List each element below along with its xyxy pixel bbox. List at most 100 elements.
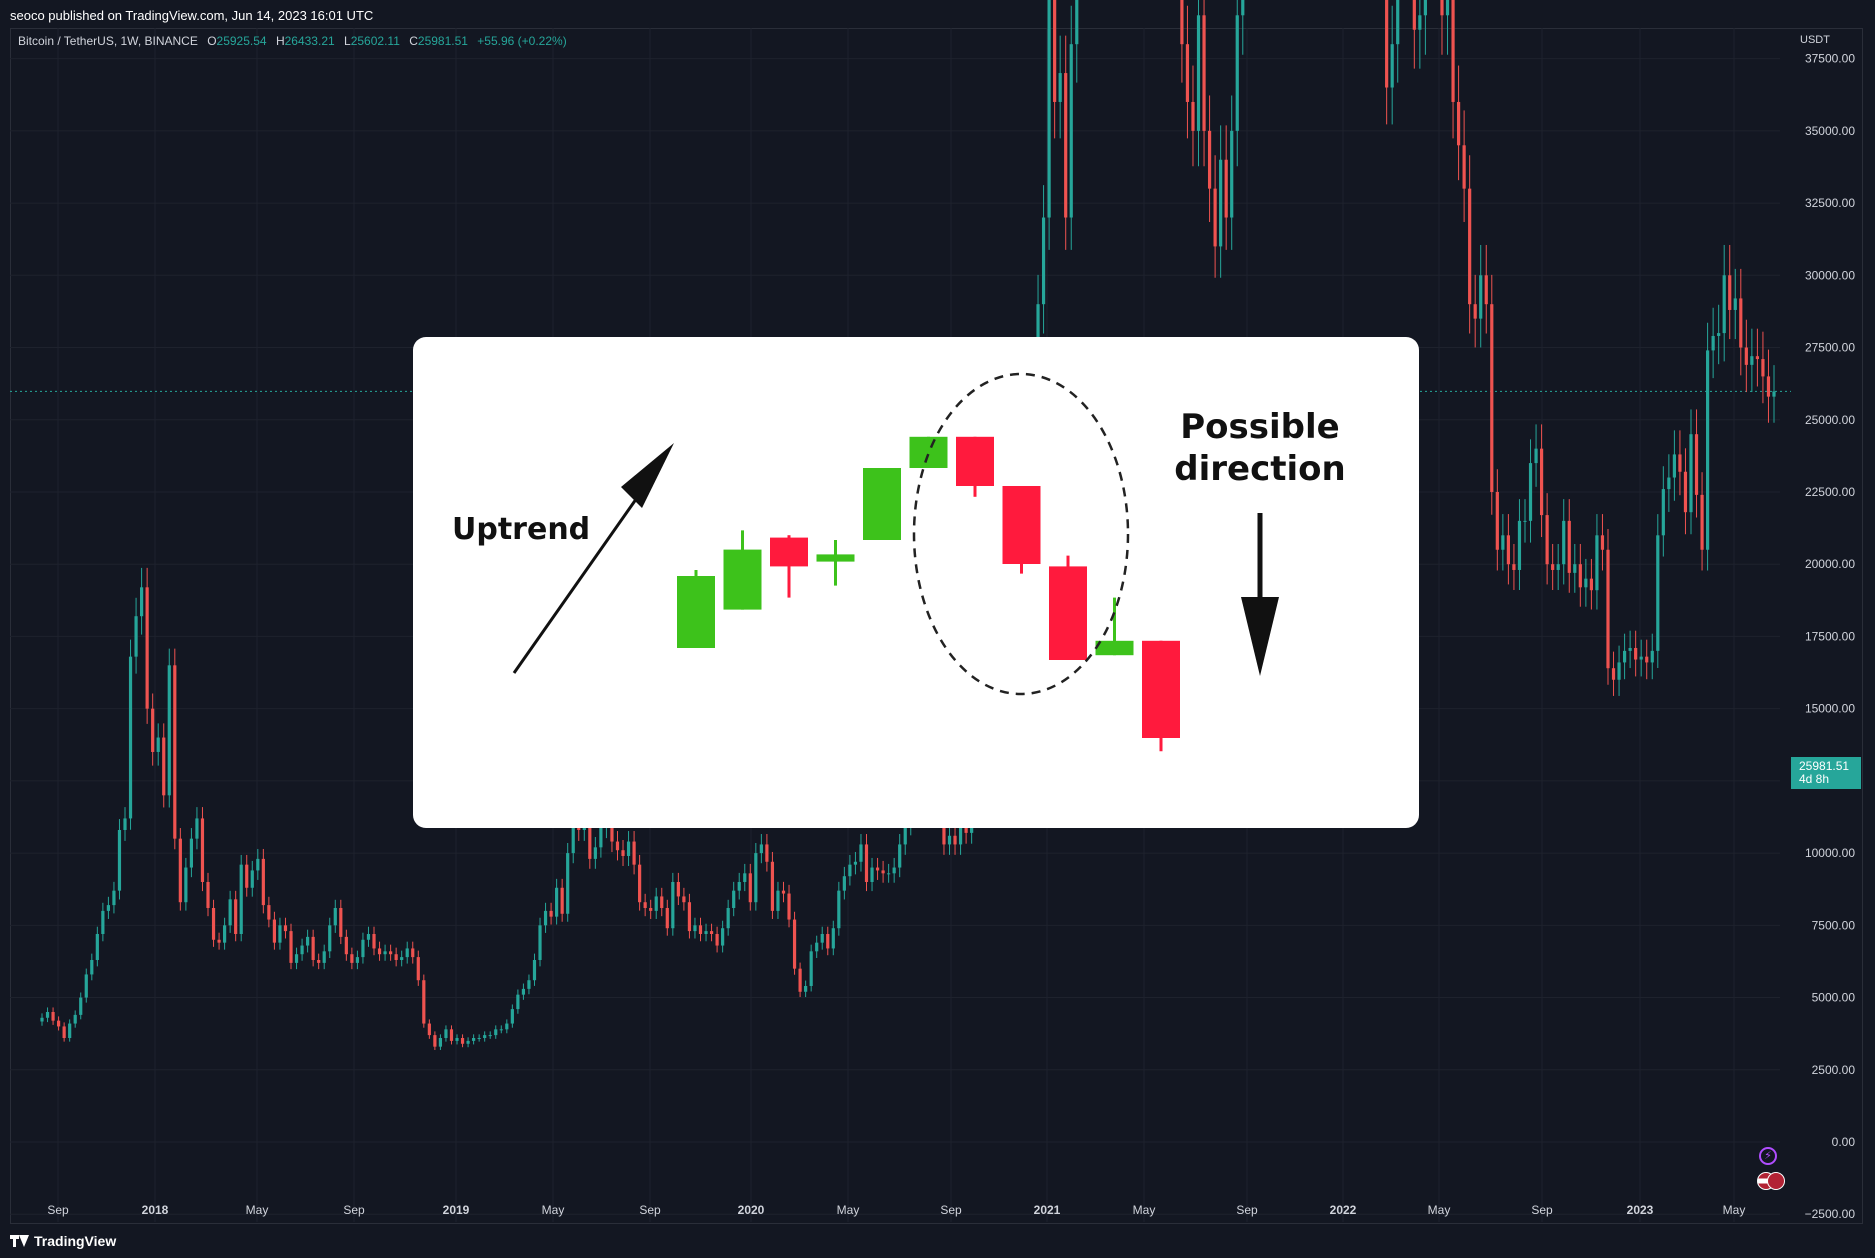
last-price-tag: 25981.51 4d 8h [1791, 757, 1861, 789]
time-tick-label: May [542, 1203, 565, 1217]
price-tick-label: 10000.00 [1805, 846, 1855, 860]
candle-body [95, 933, 99, 960]
candle-body [184, 867, 188, 903]
footer-bar [0, 1224, 1875, 1258]
candle-body [898, 844, 902, 868]
flag-icon[interactable] [1757, 1172, 1785, 1190]
candle-body [128, 656, 133, 819]
candle-body [311, 936, 315, 960]
candle-body [1539, 448, 1544, 516]
candle-body [449, 1029, 454, 1041]
candle-body [123, 818, 127, 830]
candle-body [117, 829, 122, 891]
candle-body [1667, 477, 1671, 490]
symbol-legend[interactable]: Bitcoin / TetherUS, 1W, BINANCE O25925.5… [18, 34, 567, 48]
candle-body [1551, 564, 1555, 570]
candle-body [892, 867, 896, 874]
candle-body [1490, 304, 1494, 492]
candle-body [322, 951, 326, 963]
candle-body [389, 951, 393, 955]
candle-body [499, 1029, 503, 1031]
price-axis-labels: −2500.00 0.00 2500.00 5000.00 7500.00 10000.0… [1805, 52, 1856, 1222]
time-tick-label: Sep [47, 1203, 69, 1217]
candle-body [1385, 0, 1389, 88]
candle-body [1445, 0, 1450, 16]
close-label: C [409, 34, 418, 48]
candle-body [1412, 0, 1416, 30]
candle-body [864, 844, 869, 882]
change-value: +55.96 (+0.22%) [477, 34, 567, 48]
candle-body [444, 1029, 448, 1038]
candle-body [1528, 463, 1533, 521]
candle-body [748, 873, 752, 903]
candle-body [1744, 347, 1748, 365]
candle-body [140, 587, 144, 617]
time-tick-label: Sep [343, 1203, 365, 1217]
candle-body [1423, 0, 1427, 16]
candle-body [189, 838, 194, 868]
candle-body [1595, 535, 1599, 591]
candle-body [1573, 564, 1577, 573]
candle-body [217, 939, 221, 943]
candle-body [1219, 159, 1223, 247]
price-tick-label: 0.00 [1832, 1135, 1856, 1149]
candle-body [859, 844, 863, 862]
price-tick-label: 37500.00 [1805, 52, 1855, 66]
candle-body [1523, 520, 1527, 522]
time-axis-labels: Sep 2018 May Sep 2019 May Sep 2020 May Sep 2021 May… [47, 1203, 1745, 1217]
candle-body [1755, 356, 1759, 360]
candle-body [278, 925, 282, 943]
candle-body [57, 1020, 61, 1027]
candle-body [411, 948, 415, 958]
candle-body [1230, 130, 1234, 218]
candle-body [134, 616, 138, 657]
price-axis-unit[interactable]: USDT [1800, 34, 1830, 46]
candle-body [815, 942, 819, 952]
high-value: 26433.21 [284, 34, 335, 48]
candle-body [588, 812, 592, 859]
candle-body [195, 818, 199, 839]
price-tick-label: 35000.00 [1805, 124, 1855, 138]
candle-body [1041, 217, 1046, 305]
lightning-icon[interactable]: ⚡ [1759, 1147, 1777, 1165]
candle-body [1418, 15, 1422, 30]
candle-body [234, 899, 238, 934]
candle-body [538, 925, 542, 960]
candle-body [875, 867, 880, 871]
candle-body [638, 864, 642, 903]
candle-body [837, 890, 841, 929]
candle-body [162, 737, 166, 796]
candle-body [549, 910, 553, 917]
candle-body [593, 847, 597, 859]
candle-body [615, 841, 620, 851]
candle-body [1661, 489, 1665, 536]
candle-body [1495, 491, 1499, 550]
candle-body [715, 933, 719, 946]
candle-body [339, 907, 343, 937]
time-tick-label: May [1428, 1203, 1451, 1217]
last-price-value: 25981.51 [1799, 759, 1850, 773]
candle-body [394, 954, 398, 960]
candle-body [826, 933, 830, 949]
candle-body [289, 931, 293, 963]
candle-body [1678, 454, 1682, 472]
candle-body [704, 931, 708, 934]
price-tick-label: 5000.00 [1812, 991, 1856, 1005]
candle-body [1628, 647, 1632, 651]
tradingview-brand[interactable]: TradingView [10, 1233, 116, 1249]
candle-body [200, 818, 205, 882]
chart-frame[interactable] [10, 28, 1863, 1224]
close-value: 25981.51 [417, 34, 468, 48]
candle-body [1672, 454, 1676, 478]
time-tick-label: Sep [1531, 1203, 1553, 1217]
candle-body [1241, 0, 1245, 16]
candle-body [272, 919, 277, 943]
candle-body [1611, 668, 1616, 680]
candle-body [333, 907, 337, 926]
candle-body [881, 870, 885, 874]
time-tick-label: 2022 [1330, 1203, 1357, 1217]
candle-body [804, 985, 808, 992]
candle-body [477, 1037, 481, 1039]
candle-body [206, 881, 210, 908]
candle-body [245, 864, 249, 888]
